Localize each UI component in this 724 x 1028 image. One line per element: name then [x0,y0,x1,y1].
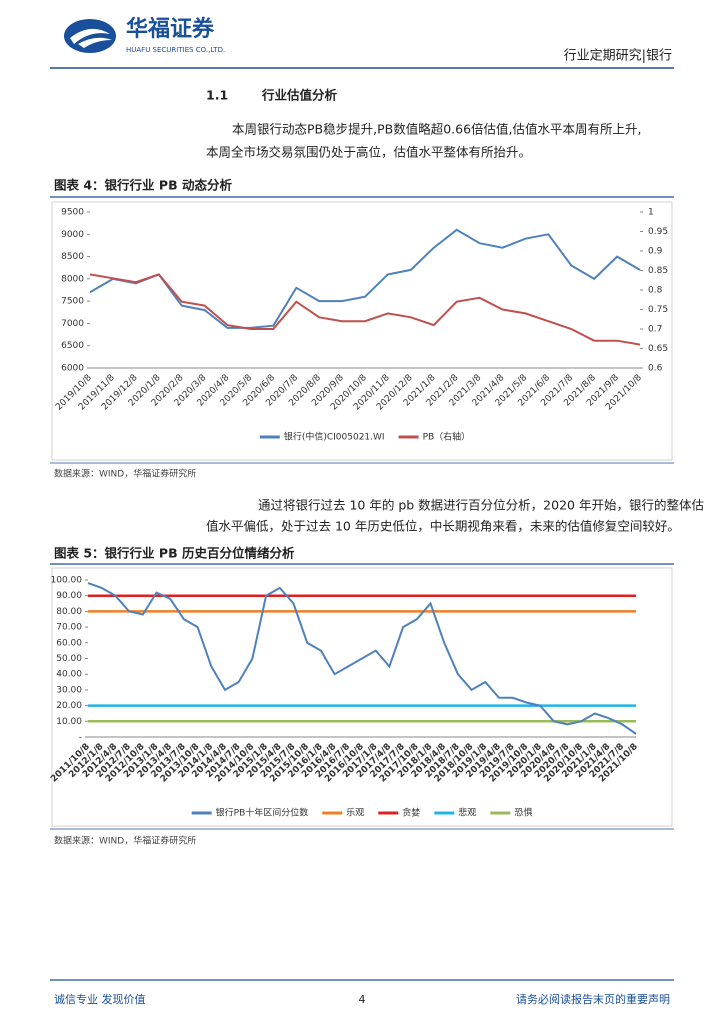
legend-label: 悲观 [458,807,476,819]
legend-label: 恐惧 [514,807,532,819]
paragraph-line: 本周银行动态PB稳步提升,PB数值略超0.66倍估值,估值水平本周有所上升, [232,122,641,137]
chart-frame [51,567,673,827]
paragraph-line: 本周全市场交易氛围仍处于高位，估值水平整体有所抬升。 [206,145,531,160]
y2-tick-label: 0.8 [648,286,663,296]
y2-tick-label: 1 [648,208,654,218]
y-tick-label: 8000 [61,274,84,284]
header-right: 行业定期研究|银行 [564,49,672,64]
y-tick-label: 40.00 [56,670,82,680]
legend-label: 银行PB十年区间分位数 [216,807,309,819]
chart-frame [51,201,673,461]
footer-right: 请务必阅读报告末页的重要声明 [516,992,670,1006]
y-tick-label: 80.00 [56,607,82,617]
y2-tick-label: 0.85 [648,266,668,276]
figure-title: 图表 4：银行行业 PB 动态分析 [54,178,232,193]
section-number: 1.1 [206,88,228,103]
y2-tick-label: 0.7 [648,325,662,335]
footer-left: 诚信专业 发现价值 [54,992,146,1006]
y2-tick-label: 0.95 [648,227,668,237]
legend-label: PB（右轴） [423,431,471,443]
logo-en: HUAFU SECURITIES CO.,LTD. [126,46,225,54]
y2-tick-label: 0.6 [648,364,663,374]
y-tick-label: 8500 [61,252,84,262]
y-tick-label: 100.00 [51,576,83,586]
figure-title: 图表 5：银行行业 PB 历史百分位情绪分析 [54,546,295,561]
y-tick-label: 70.00 [56,623,82,633]
source: 数据来源：WIND，华福证券研究所 [54,835,196,847]
y-tick-label: 60.00 [56,638,82,648]
legend-label: 贪婪 [402,807,420,819]
y2-tick-label: 0.9 [648,247,663,257]
y-tick-label: 7000 [61,319,84,329]
section-title: 行业估值分析 [261,88,338,103]
y-tick-label: 30.00 [56,685,82,695]
y-tick-label: - [79,733,82,743]
y-tick-label: 7500 [61,297,84,307]
y-tick-label: 6000 [61,364,84,374]
source: 数据来源：WIND，华福证券研究所 [54,468,196,480]
paragraph-line: 值水平偏低，处于过去 10 年历史低位，中长期视角来看，未来的估值修复空间较好。 [206,519,680,534]
series-line [89,228,641,329]
y-tick-label: 50.00 [56,654,82,664]
y-tick-label: 9500 [61,208,84,218]
series-line [87,582,637,735]
y-tick-label: 90.00 [56,591,82,601]
legend-label: 乐观 [346,807,364,819]
paragraph-line: 通过将银行过去 10 年的 pb 数据进行百分位分析，2020 年开始，银行的整… [258,498,704,513]
series-line [89,273,641,346]
y-tick-label: 10.00 [56,717,82,727]
y2-tick-label: 0.65 [648,344,668,354]
y-tick-label: 9000 [61,230,84,240]
y-tick-label: 6500 [61,341,84,351]
logo [64,19,116,53]
y-tick-label: 20.00 [56,701,82,711]
legend-label: 银行(中信)CI005021.WI [284,431,385,443]
logo-text: 华福证券 [126,16,215,42]
y2-tick-label: 0.75 [648,305,668,315]
page-number: 4 [359,993,366,1006]
